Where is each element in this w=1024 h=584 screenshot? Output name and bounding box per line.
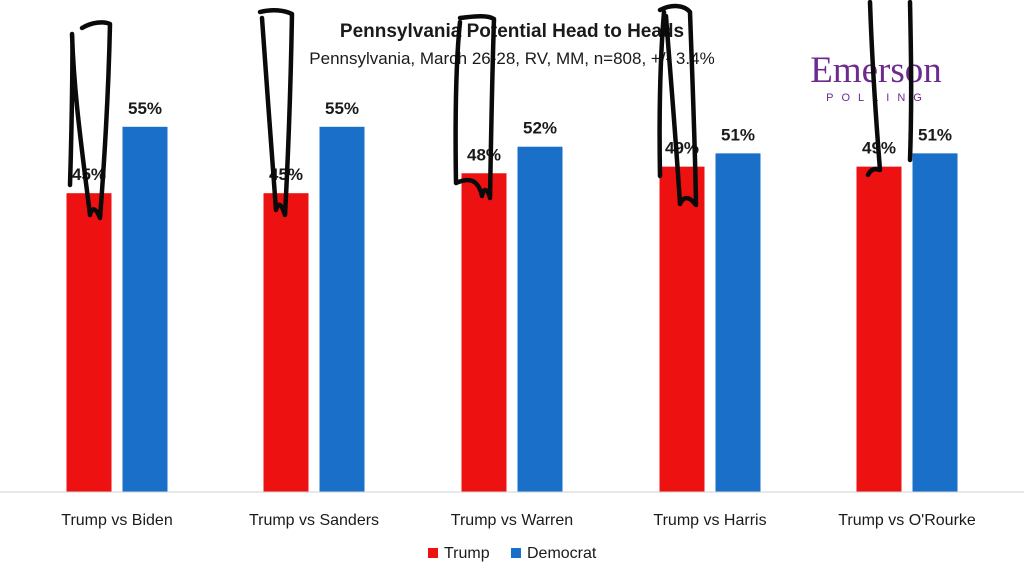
data-label-democrat-2: 55% (325, 99, 359, 118)
data-label-trump-1: 45% (72, 165, 106, 184)
bar-trump-4 (659, 166, 705, 492)
bar-trump-3 (461, 173, 507, 492)
scribble-mark-1 (67, 20, 113, 221)
data-label-democrat-5: 51% (918, 125, 952, 144)
category-labels: Trump vs Biden Trump vs Sanders Trump vs W… (61, 512, 976, 529)
bar-trump-2 (263, 193, 309, 492)
scribble-mark-6 (907, 0, 914, 163)
data-label-democrat-1: 55% (128, 99, 162, 118)
scribble-mark-4 (657, 3, 699, 208)
chart-subtitle: Pennsylvania, March 26-28, RV, MM, n=808… (309, 49, 714, 68)
legend: Trump Democrat (428, 545, 597, 562)
bar-democrat-2 (319, 126, 365, 493)
legend-label-democrat: Democrat (527, 545, 597, 562)
scribble-mark-5 (865, 0, 883, 178)
bar-democrat-1 (122, 126, 168, 493)
handwritten-scribbles (67, 0, 914, 221)
logo-tagline: POLLING (826, 92, 930, 104)
data-label-trump-3: 48% (467, 145, 501, 164)
data-label-democrat-4: 51% (721, 125, 755, 144)
scribble-mark-2 (257, 8, 295, 218)
bar-democrat-5 (912, 153, 958, 493)
legend-swatch-democrat (511, 548, 521, 558)
bars-layer (66, 126, 958, 493)
bar-trump-1 (66, 193, 112, 492)
category-label-1: Trump vs Biden (61, 512, 172, 529)
data-label-democrat-3: 52% (523, 119, 557, 138)
bar-trump-5 (856, 166, 902, 492)
legend-label-trump: Trump (444, 545, 490, 562)
category-label-5: Trump vs O'Rourke (838, 512, 976, 529)
data-label-trump-4: 49% (665, 139, 699, 158)
chart-title: Pennsylvania Potential Head to Heads (340, 21, 684, 42)
scribble-mark-3 (453, 14, 497, 201)
legend-swatch-trump (428, 548, 438, 558)
bar-democrat-4 (715, 153, 761, 493)
category-label-4: Trump vs Harris (653, 512, 766, 529)
bar-democrat-3 (517, 146, 563, 492)
category-label-3: Trump vs Warren (451, 512, 573, 529)
category-label-2: Trump vs Sanders (249, 512, 379, 529)
